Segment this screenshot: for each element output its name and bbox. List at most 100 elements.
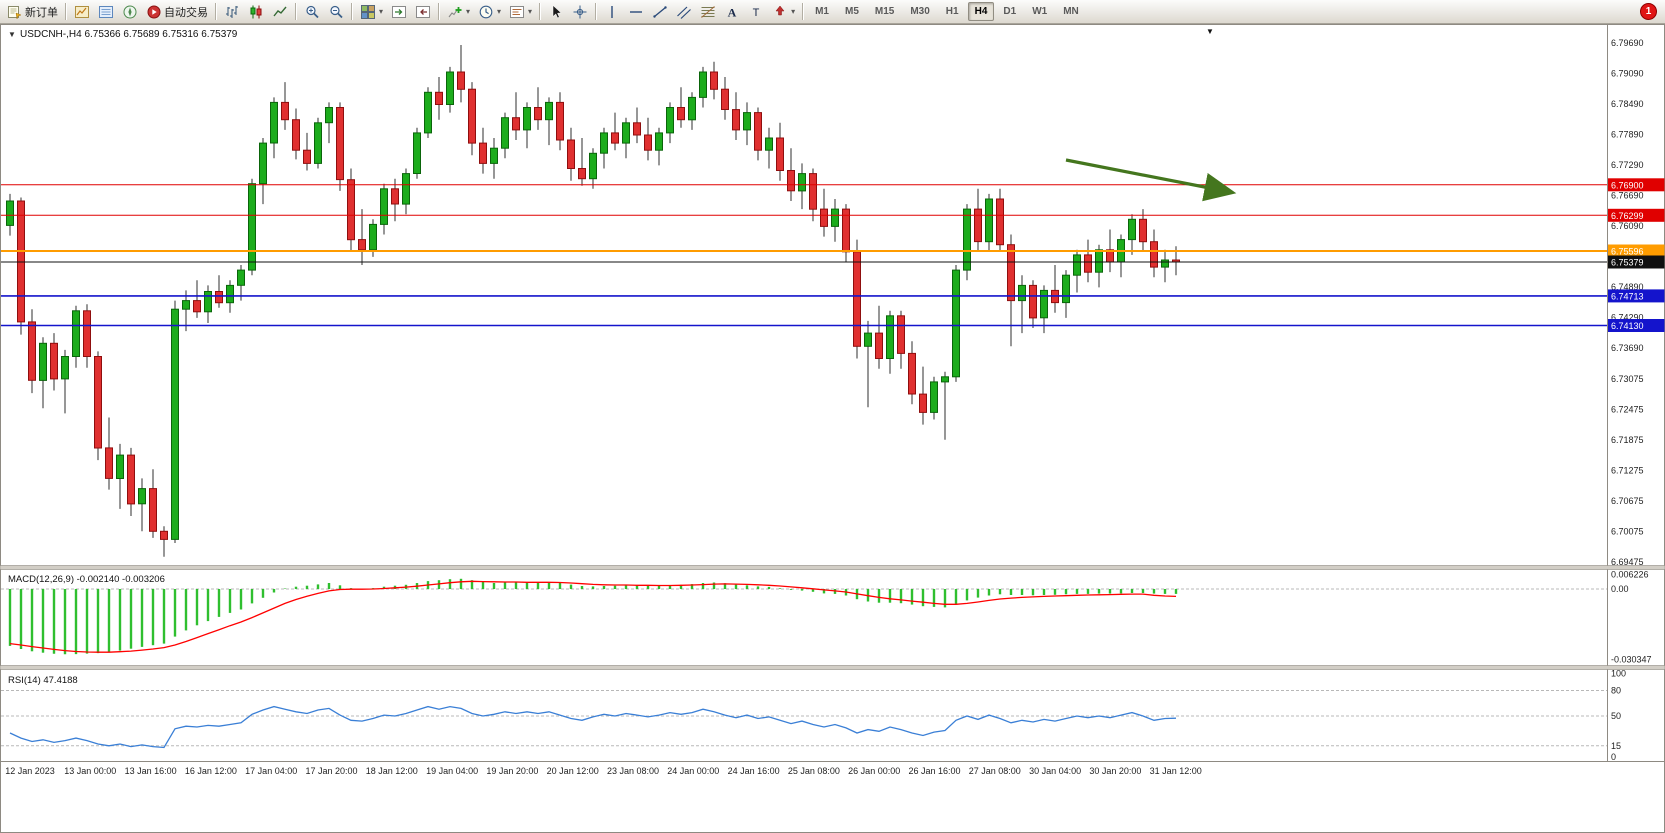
navigator-button[interactable]	[118, 2, 142, 22]
macd-label: MACD(12,26,9) -0.002140 -0.003206	[8, 574, 165, 585]
price-axis-label: 6.77890	[1611, 130, 1644, 140]
toolbar-separator	[438, 3, 441, 20]
price-axis-label: 6.72475	[1611, 405, 1644, 415]
price-axis-label: 6.79690	[1611, 38, 1644, 48]
price-axis-label: 6.74890	[1611, 282, 1644, 292]
toolbar: 1 新订单 自动交易 ▾ ▾ ▾ ▾ A T ▾ M1 M5 M15 M30 H1 H4 D1 W1 MN	[0, 0, 1665, 24]
periods-button[interactable]: ▾	[474, 2, 505, 22]
macd-indicator: 0.006226 0.00 -0.030347	[1, 570, 1652, 665]
chart-shift-icon	[391, 4, 407, 20]
price-axis-label: 6.69475	[1611, 557, 1644, 567]
zoom-out-icon	[328, 4, 344, 20]
timeframe-d1-button[interactable]: D1	[1003, 6, 1017, 17]
cursor-button[interactable]	[544, 2, 568, 22]
timeframe-mn-button[interactable]: MN	[1063, 6, 1079, 17]
autotrading-button[interactable]: 自动交易	[142, 2, 212, 22]
zoom-in-button[interactable]	[300, 2, 324, 22]
price-axis-label: 6.73075	[1611, 374, 1644, 384]
zoom-out-button[interactable]	[324, 2, 348, 22]
time-axis[interactable]: 12 Jan 2023 13 Jan 00:00 13 Jan 16:00 16 Ja…	[5, 766, 1201, 776]
rsi-axis-label: 50	[1611, 711, 1621, 721]
toolbar-separator	[215, 3, 217, 20]
vertical-line-button[interactable]	[600, 2, 624, 22]
new-order-button[interactable]: 新订单	[3, 2, 62, 22]
timeframe-h4-button[interactable]: H4	[967, 2, 995, 21]
arrows-button[interactable]: ▾	[768, 2, 799, 22]
toolbar-separator	[802, 3, 805, 20]
price-axis-label: 6.77290	[1611, 160, 1644, 170]
time-axis-label: 27 Jan 08:00	[969, 766, 1021, 776]
timeframe-m5-button[interactable]: M5	[844, 6, 859, 17]
price-axis-label: 6.78490	[1611, 99, 1644, 109]
market-watch-icon	[74, 4, 90, 20]
rsi-line	[9, 705, 1177, 749]
candlestick-series	[6, 45, 1180, 557]
chevron-down-icon: ▾	[379, 7, 384, 16]
rsi-axis-label: 0	[1611, 752, 1616, 762]
price-axis-label: 6.70075	[1611, 527, 1644, 537]
channel-icon	[676, 4, 692, 20]
vline-icon	[604, 4, 620, 20]
chevron-down-icon: ▾	[497, 7, 502, 16]
indicators-button[interactable]: ▾	[443, 2, 474, 22]
bar-chart-button[interactable]	[220, 2, 244, 22]
panel-splitter[interactable]	[0, 565, 1665, 570]
navigator-icon	[122, 4, 138, 20]
market-watch-button[interactable]	[70, 2, 94, 22]
indicators-icon	[447, 4, 463, 20]
collapse-arrow-icon[interactable]: ▼	[8, 30, 16, 39]
price-tag-label: 6.75379	[1611, 258, 1644, 268]
svg-text:A: A	[728, 5, 737, 19]
data-window-button[interactable]	[94, 2, 118, 22]
rsi-axis-label: 100	[1611, 669, 1626, 679]
time-axis-label: 24 Jan 16:00	[728, 766, 780, 776]
candlestick-chart-button[interactable]	[244, 2, 268, 22]
timeframe-h1-button[interactable]: H1	[945, 6, 959, 17]
autotrade-icon	[146, 4, 162, 20]
price-tag	[1608, 319, 1665, 332]
time-axis-label: 17 Jan 20:00	[305, 766, 357, 776]
data-window-icon	[98, 4, 114, 20]
toolbar-separator	[295, 3, 297, 20]
price-axis-label: 6.71875	[1611, 435, 1644, 445]
chart-autoscroll-icon	[415, 4, 431, 20]
toolbar-separator	[595, 3, 598, 20]
text-button[interactable]: A	[720, 2, 744, 22]
notification-badge[interactable]: 1	[1640, 3, 1657, 20]
arrows-icon	[772, 4, 788, 20]
zoom-in-icon	[304, 4, 320, 20]
price-tag-label: 6.74713	[1611, 291, 1644, 301]
price-tag	[1608, 255, 1665, 269]
fibonacci-button[interactable]	[696, 2, 720, 22]
trendline-button[interactable]	[648, 2, 672, 22]
price-axis-label: 6.79090	[1611, 69, 1644, 79]
timeframe-w1-button[interactable]: W1	[1032, 6, 1048, 17]
equidistant-channel-button[interactable]	[672, 2, 696, 22]
trendline-icon	[652, 4, 668, 20]
macd-axis-label: 0.006226	[1611, 570, 1649, 580]
line-chart-button[interactable]	[268, 2, 292, 22]
price-axis[interactable]: 6.79690 6.79090 6.78490 6.77890 6.77290 6.766…	[1611, 38, 1644, 567]
horizontal-line-button[interactable]	[624, 2, 648, 22]
marker-icon[interactable]: ▼	[1206, 27, 1214, 36]
label-icon: T	[748, 4, 764, 20]
toolbar-button-label: 自动交易	[164, 6, 208, 19]
svg-text:T: T	[753, 7, 760, 19]
price-tag-label: 6.76299	[1611, 211, 1644, 221]
timeframe-m30-button[interactable]: M30	[910, 6, 930, 17]
timeframe-m1-button[interactable]: M1	[815, 6, 829, 17]
cursor-icon	[548, 4, 564, 20]
rsi-axis-label: 80	[1611, 686, 1621, 696]
tile-windows-button[interactable]: ▾	[356, 2, 387, 22]
panel-splitter[interactable]	[0, 665, 1665, 670]
chevron-down-icon: ▾	[791, 7, 796, 16]
price-tag	[1608, 208, 1665, 222]
timeframe-m15-button[interactable]: M15	[874, 6, 895, 17]
crosshair-button[interactable]	[568, 2, 592, 22]
auto-scroll-button[interactable]	[411, 2, 435, 22]
text-label-button[interactable]: T	[744, 2, 768, 22]
templates-button[interactable]: ▾	[505, 2, 536, 22]
trend-arrow[interactable]	[1065, 158, 1237, 202]
fibonacci-icon	[700, 4, 716, 20]
chart-shift-button[interactable]	[387, 2, 411, 22]
